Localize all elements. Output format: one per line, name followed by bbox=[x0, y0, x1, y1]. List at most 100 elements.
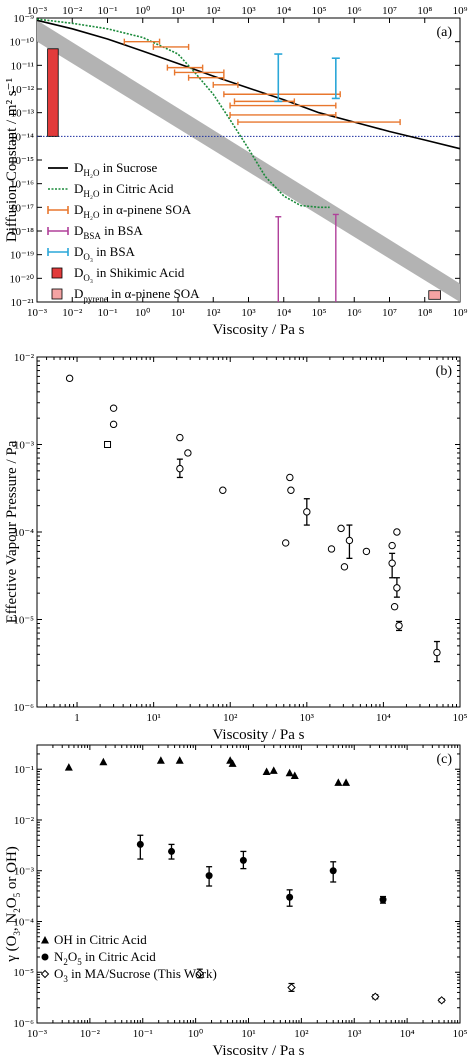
open-circle-point bbox=[345, 536, 354, 545]
y-tick-label: 10⁻⁵ bbox=[13, 967, 34, 979]
y-tick-label: 10⁻¹⁴ bbox=[10, 131, 34, 143]
open-circle-point bbox=[286, 473, 294, 482]
soa-h2o-errorbar bbox=[229, 111, 337, 118]
triangle-point bbox=[64, 763, 73, 771]
filled-circle-point bbox=[379, 896, 387, 904]
x-axis-label: Viscosity / Pa s bbox=[212, 727, 304, 743]
bsa-bsa-errorbar bbox=[275, 216, 282, 302]
soa-h2o-errorbar bbox=[223, 91, 341, 98]
errorbar-point bbox=[303, 498, 311, 526]
y-tick-label: 10⁻¹⁶ bbox=[10, 179, 34, 191]
y-tick-label: 10⁻²¹ bbox=[11, 297, 34, 309]
n2o5-errorbar-point bbox=[379, 895, 387, 904]
errorbar-point bbox=[395, 620, 403, 632]
open-diamond-point bbox=[287, 983, 296, 992]
x-tick-label: 10⁴ bbox=[376, 712, 391, 724]
panel-2-axes: 10⁻³ 10⁻² 10⁻¹ 10⁰ 10¹ 10² 10³ 10⁴ 10⁵ 10⁻⁶ 10⁻⁵ 10… bbox=[4, 744, 468, 1055]
x-tick-label: 10⁵ bbox=[312, 307, 327, 319]
x-axis-label: Viscosity / Pa s bbox=[212, 1043, 304, 1055]
panel-a-data bbox=[36, 18, 461, 302]
open-circle-point bbox=[340, 563, 349, 571]
y-tick-label: 10⁻² bbox=[14, 352, 35, 364]
panel-label: (b) bbox=[436, 364, 453, 379]
open-circle-point bbox=[393, 528, 401, 536]
y-tick-label: 10⁻¹⁵ bbox=[10, 155, 34, 167]
triangle-point bbox=[262, 767, 271, 776]
triangle-point bbox=[290, 771, 299, 780]
errorbar-point bbox=[433, 640, 441, 663]
filled-circle-point bbox=[239, 856, 247, 864]
errorbar-point bbox=[393, 577, 401, 598]
x-top-tick-label: 10¹ bbox=[171, 5, 185, 17]
o3-errorbar-point bbox=[195, 968, 205, 979]
legend-entry: DO₃ in Shikimic Acid bbox=[74, 265, 185, 283]
soa-h2o-errorbar bbox=[187, 74, 225, 81]
x-tick-label: 10⁶ bbox=[347, 307, 362, 319]
y-tick-label: 10⁻¹¹ bbox=[11, 60, 34, 72]
x-tick-label: 10² bbox=[206, 307, 221, 319]
x-tick-label: 10⁻³ bbox=[27, 307, 48, 319]
open-diamond-point bbox=[437, 996, 446, 1005]
x-tick-label: 10⁵ bbox=[453, 1028, 468, 1040]
y-axis-label: γ (O3, N2O5 or OH) bbox=[4, 846, 22, 963]
x-tick-label: 10⁻³ bbox=[27, 1028, 48, 1040]
x-tick-label: 10⁹ bbox=[453, 307, 468, 319]
errorbar-point bbox=[345, 524, 354, 559]
x-tick-label: 10⁰ bbox=[135, 307, 151, 319]
legend-swatch-box bbox=[51, 288, 63, 300]
x-top-tick-label: 10⁶ bbox=[347, 5, 362, 17]
y-tick-label: 10⁻² bbox=[14, 815, 35, 827]
o3-errorbar-point bbox=[287, 982, 296, 992]
x-tick-label: 10⁻¹ bbox=[133, 1028, 153, 1040]
legend-diamond-marker bbox=[40, 969, 50, 979]
n2o5-errorbar-point bbox=[205, 866, 213, 887]
y-tick-label: 10⁻¹³ bbox=[11, 108, 35, 120]
x-top-tick-label: 10⁷ bbox=[382, 5, 397, 17]
y-tick-label: 10⁻¹⁸ bbox=[10, 226, 34, 238]
open-circle-point bbox=[219, 486, 227, 494]
open-circle-point bbox=[282, 539, 290, 547]
o3-errorbar-point bbox=[437, 996, 446, 1005]
open-circle-point bbox=[362, 547, 371, 556]
panel-c-data bbox=[64, 756, 446, 1005]
x-top-tick-label: 10⁹ bbox=[453, 5, 468, 17]
panel-label: (a) bbox=[436, 25, 452, 40]
y-tick-label: 10⁻⁶ bbox=[13, 1018, 34, 1030]
pyrene-soa-box bbox=[428, 290, 441, 300]
soa-h2o-errorbar bbox=[233, 98, 296, 105]
open-circle-point bbox=[109, 404, 118, 412]
triangle-point bbox=[99, 757, 108, 766]
legend-entry: DO₃ in BSA bbox=[74, 244, 136, 262]
x-top-tick-label: 10⁰ bbox=[135, 5, 151, 17]
n2o5-errorbar-point bbox=[239, 850, 247, 870]
x-tick-label: 10² bbox=[294, 1028, 309, 1040]
n2o5-errorbar-point bbox=[329, 861, 337, 883]
open-circle-point bbox=[395, 621, 403, 630]
x-tick-label: 10¹ bbox=[241, 1028, 255, 1040]
open-circle-point bbox=[176, 433, 184, 442]
open-circle-point bbox=[176, 464, 184, 473]
open-circle-point bbox=[303, 508, 311, 516]
y-tick-label: 10⁻⁹ bbox=[13, 13, 34, 25]
x-tick-label: 10² bbox=[223, 712, 238, 724]
y-tick-label: 10⁻³ bbox=[14, 440, 35, 452]
open-circle-point bbox=[337, 524, 345, 533]
filled-circle-point bbox=[136, 840, 144, 848]
open-circle-point bbox=[65, 374, 74, 383]
legend-entry: Dpyrene in α-pinene SOA bbox=[74, 286, 200, 304]
n2o5-errorbar-point bbox=[136, 834, 144, 860]
y-axis-label: Effective Vapour Pressure / Pa bbox=[4, 440, 20, 623]
y-tick-label: 10⁻¹² bbox=[11, 84, 35, 96]
legend-entry: DH₂O in Citric Acid bbox=[74, 181, 174, 199]
errorbar-point bbox=[176, 458, 184, 479]
triangle-point bbox=[342, 778, 351, 786]
o3-errorbar-point bbox=[371, 992, 380, 1001]
x-tick-label: 10³ bbox=[347, 1028, 362, 1040]
y-tick-label: 10⁻²⁰ bbox=[9, 273, 34, 285]
legend-circle-marker bbox=[41, 953, 49, 961]
x-tick-label: 10¹ bbox=[146, 712, 160, 724]
x-tick-label: 10⁸ bbox=[417, 307, 432, 319]
y-tick-label: 10⁻⁵ bbox=[13, 615, 34, 627]
legend-entry: DH₂O in Sucrose bbox=[74, 160, 158, 178]
